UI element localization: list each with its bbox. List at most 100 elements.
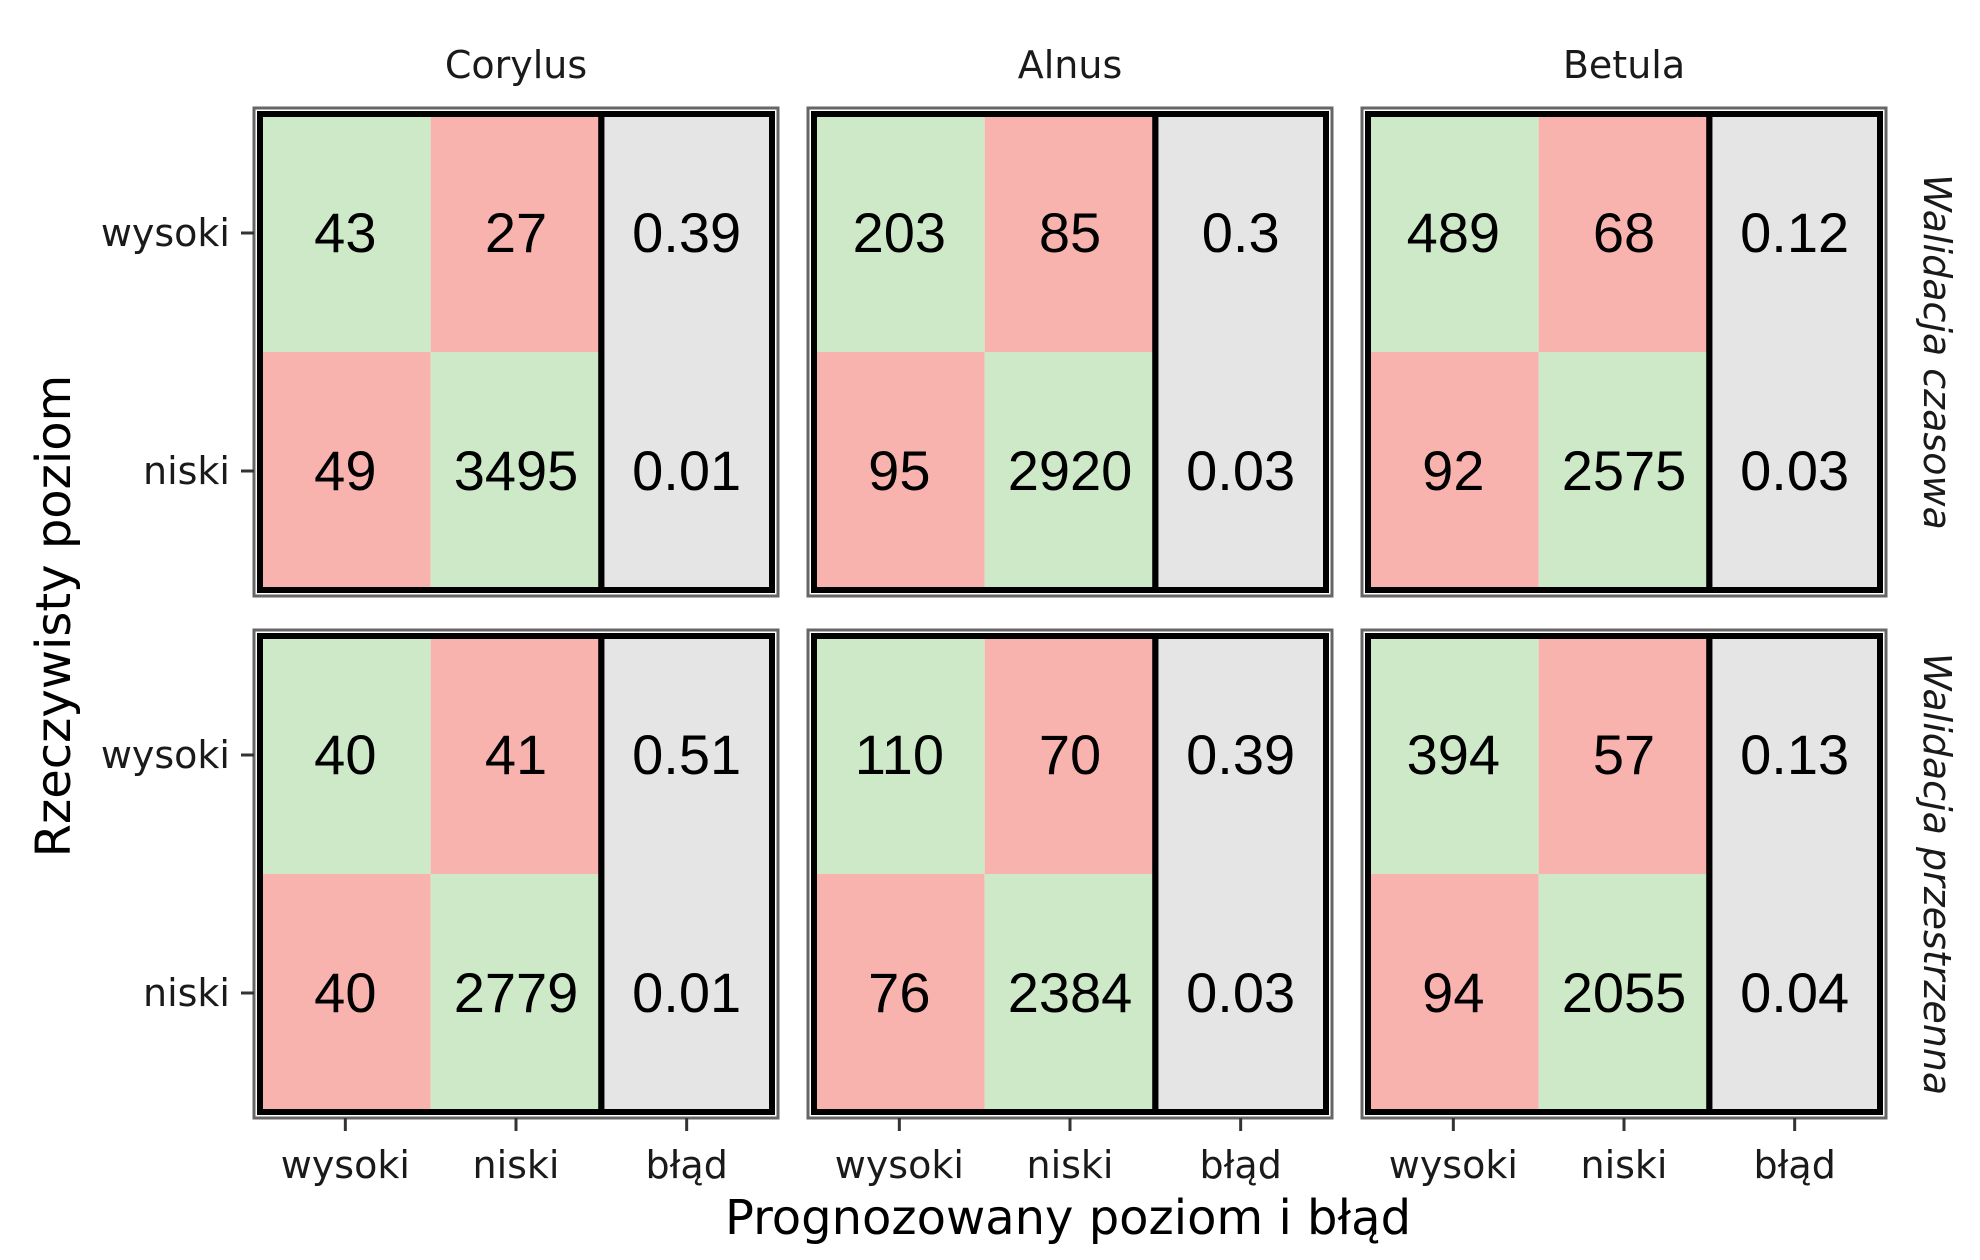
strip-label-alnus: Alnus	[1018, 43, 1123, 87]
panel-corylus-walidacja-przestrzenna: 40 41 0.51 40 2779 0.01	[252, 628, 780, 1120]
cell-wysoki-niski	[984, 114, 1156, 352]
cell-niski-blad	[1709, 874, 1880, 1112]
x-axis-title: Prognozowany poziom i błąd	[725, 1190, 1411, 1246]
cell-niski-wysoki	[260, 874, 431, 1112]
cell-value-label: 394	[1407, 723, 1500, 786]
cell-wysoki-wysoki	[814, 636, 985, 874]
x-tick-label-wysoki: wysoki	[1389, 1143, 1518, 1187]
x-tick-label-niski: niski	[1026, 1143, 1113, 1187]
panel-alnus-walidacja-przestrzenna: 110 70 0.39 76 2384 0.03	[806, 628, 1334, 1120]
cell-niski-wysoki	[1368, 352, 1539, 590]
cell-value-label: 0.51	[632, 723, 741, 786]
strip-label-betula: Betula	[1563, 43, 1685, 87]
cell-value-label: 0.04	[1740, 961, 1849, 1024]
strip-label-corylus: Corylus	[445, 43, 587, 87]
cell-wysoki-niski	[430, 636, 602, 874]
error-column-border	[1152, 633, 1330, 1115]
y-axis-title: Rzeczywisty poziom	[26, 375, 82, 858]
cell-wysoki-wysoki	[1368, 636, 1539, 874]
cell-value-label: 2055	[1562, 961, 1687, 1024]
cell-wysoki-wysoki	[260, 114, 431, 352]
cell-value-label: 68	[1593, 201, 1655, 264]
panel-betula-walidacja-przestrzenna: 394 57 0.13 94 2055 0.04	[1360, 628, 1888, 1120]
cell-wysoki-niski	[430, 114, 602, 352]
x-tick-label-niski: niski	[1580, 1143, 1667, 1187]
error-column-border	[598, 111, 775, 593]
x-tick-label-niski: niski	[472, 1143, 559, 1187]
cell-value-label: 0.03	[1186, 961, 1295, 1024]
cell-niski-niski	[430, 352, 602, 590]
x-tick-label-blad: błąd	[1754, 1143, 1836, 1187]
cell-wysoki-wysoki	[260, 636, 431, 874]
cell-value-label: 95	[868, 439, 930, 502]
y-tick-label-niski: niski	[143, 971, 230, 1015]
cell-value-label: 94	[1422, 961, 1484, 1024]
axes-layer: wysoki niski wysoki niski wysoki niski błąd wys…	[101, 211, 1836, 1187]
cell-value-label: 70	[1039, 723, 1101, 786]
cell-value-label: 0.39	[632, 201, 741, 264]
cell-value-label: 2384	[1008, 961, 1133, 1024]
cell-niski-niski	[1538, 874, 1710, 1112]
cell-wysoki-blad	[601, 114, 772, 352]
cell-value-label: 2575	[1562, 439, 1687, 502]
cell-niski-blad	[601, 352, 772, 590]
y-tick-label-wysoki: wysoki	[101, 211, 230, 255]
cell-value-label: 76	[868, 961, 930, 1024]
strips-layer: Corylus Alnus Betula Walidacja czasowa Walid…	[445, 43, 1959, 1095]
cell-value-label: 43	[314, 201, 376, 264]
error-column-border	[598, 633, 775, 1115]
cell-wysoki-niski	[984, 636, 1156, 874]
cell-value-label: 0.39	[1186, 723, 1295, 786]
cell-wysoki-blad	[1155, 636, 1326, 874]
x-tick-label-wysoki: wysoki	[281, 1143, 410, 1187]
cell-wysoki-wysoki	[814, 114, 985, 352]
cell-niski-wysoki	[260, 352, 431, 590]
cell-value-label: 0.13	[1740, 723, 1849, 786]
error-column-border	[1706, 111, 1884, 593]
cell-wysoki-blad	[601, 636, 772, 874]
cell-value-label: 0.01	[632, 961, 741, 1024]
cell-niski-blad	[601, 874, 772, 1112]
cell-value-label: 110	[855, 723, 944, 786]
cell-niski-niski	[1538, 352, 1710, 590]
cell-niski-blad	[1155, 874, 1326, 1112]
panel-frame	[806, 106, 1334, 598]
cell-wysoki-blad	[1155, 114, 1326, 352]
cell-value-label: 0.01	[632, 439, 741, 502]
cell-value-label: 27	[485, 201, 547, 264]
cell-value-label: 41	[485, 723, 547, 786]
cell-value-label: 85	[1039, 201, 1101, 264]
panel-alnus-walidacja-czasowa: 203 85 0.3 95 2920 0.03	[806, 106, 1334, 598]
cell-wysoki-blad	[1709, 636, 1880, 874]
cell-value-label: 0.03	[1186, 439, 1295, 502]
cell-niski-niski	[984, 352, 1156, 590]
y-tick-label-niski: niski	[143, 449, 230, 493]
cell-value-label: 40	[314, 961, 376, 1024]
panel-corylus-walidacja-czasowa: 43 27 0.39 49 3495 0.01	[252, 106, 780, 598]
cell-value-label: 489	[1407, 201, 1500, 264]
cell-wysoki-wysoki	[1368, 114, 1539, 352]
cell-value-label: 49	[314, 439, 376, 502]
cell-value-label: 92	[1422, 439, 1484, 502]
strip-label-walidacja-czasowa: Walidacja czasowa	[1915, 174, 1959, 530]
cell-value-label: 0.12	[1740, 201, 1849, 264]
x-tick-label-blad: błąd	[646, 1143, 728, 1187]
x-tick-label-wysoki: wysoki	[835, 1143, 964, 1187]
cell-niski-wysoki	[1368, 874, 1539, 1112]
cell-value-label: 0.3	[1202, 201, 1280, 264]
cell-wysoki-blad	[1709, 114, 1880, 352]
panels-layer: 43 27 0.39 49 3495 0.01 203 85 0.3 95 2920 0.03 489 6…	[252, 106, 1888, 1120]
cell-wysoki-niski	[1538, 114, 1710, 352]
strip-label-walidacja-przestrzenna: Walidacja przestrzenna	[1915, 653, 1959, 1095]
cell-value-label: 57	[1593, 723, 1655, 786]
cell-niski-niski	[984, 874, 1156, 1112]
cell-value-label: 2920	[1008, 439, 1133, 502]
cell-value-label: 0.03	[1740, 439, 1849, 502]
cell-niski-wysoki	[814, 874, 985, 1112]
cell-niski-blad	[1155, 352, 1326, 590]
cell-niski-wysoki	[814, 352, 985, 590]
cell-niski-blad	[1709, 352, 1880, 590]
x-tick-label-blad: błąd	[1200, 1143, 1282, 1187]
cell-value-label: 2779	[454, 961, 579, 1024]
